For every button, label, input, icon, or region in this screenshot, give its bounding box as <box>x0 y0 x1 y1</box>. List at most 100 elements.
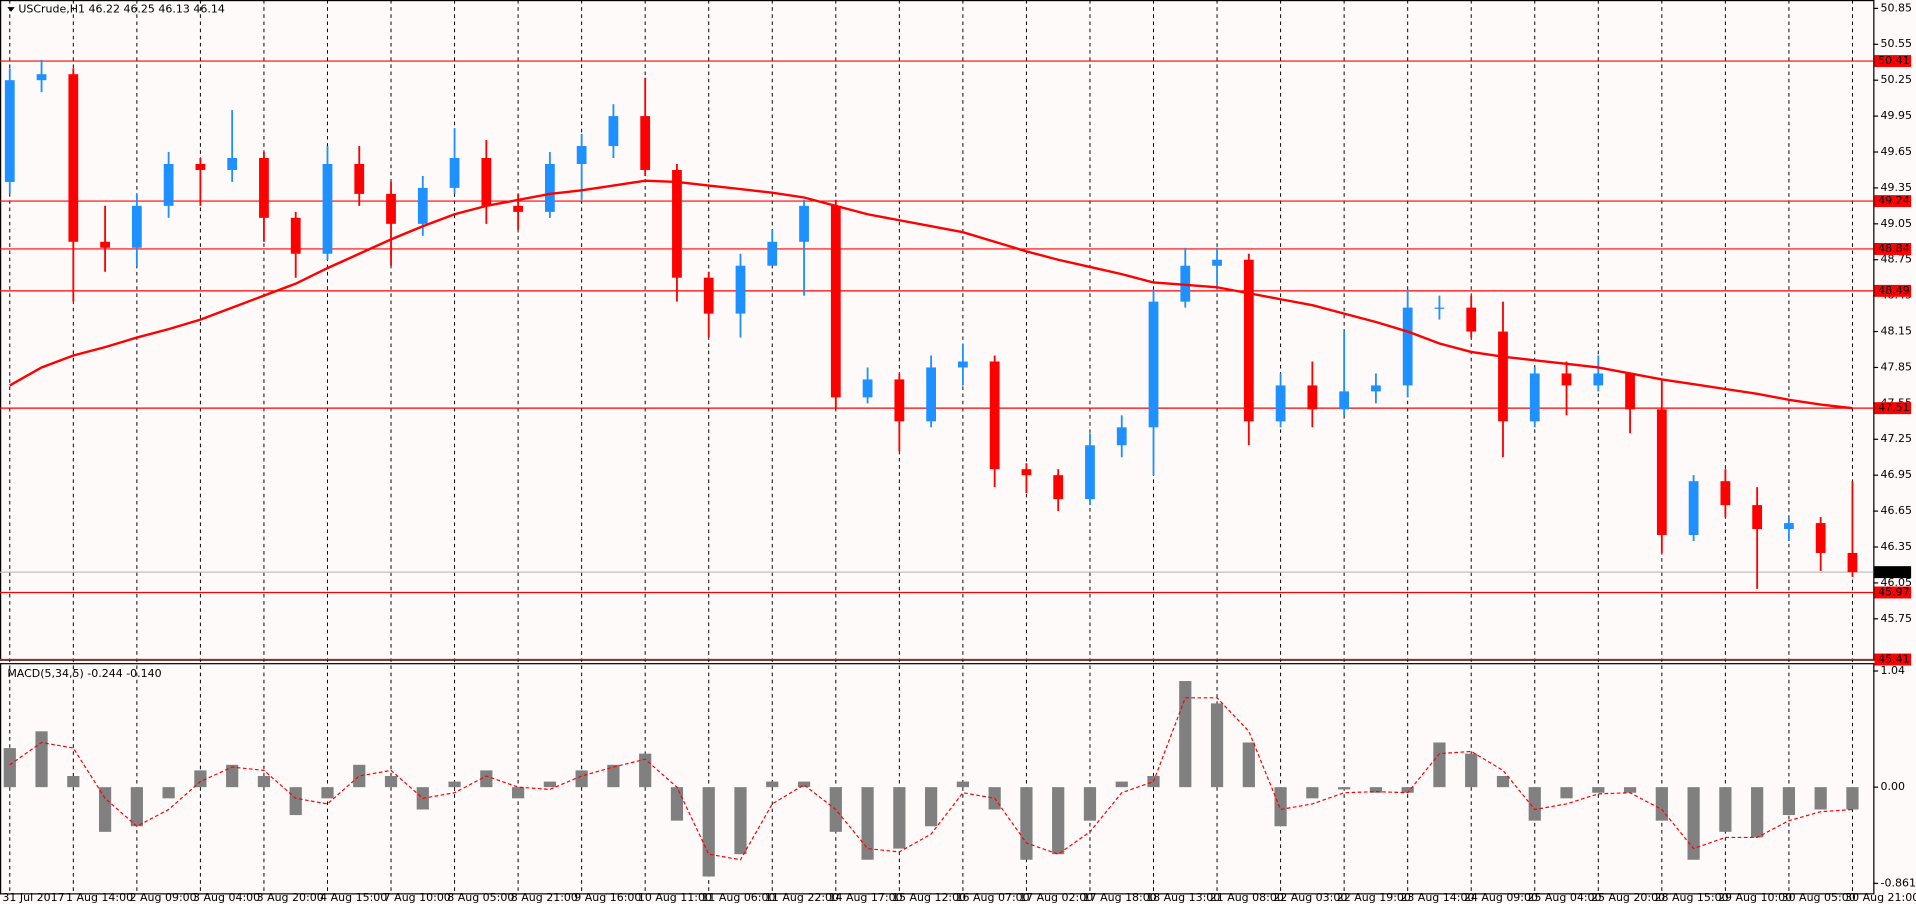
candle-body <box>799 205 809 242</box>
candle-body <box>767 241 778 266</box>
macd-bar <box>67 775 80 788</box>
candle-body <box>544 163 555 212</box>
candle-body <box>163 163 174 206</box>
candle-body <box>1275 385 1286 422</box>
candle-body <box>36 74 47 81</box>
candle-body <box>1148 301 1159 428</box>
x-tick-label: 11 Aug 22:00 <box>765 891 839 904</box>
macd-bar <box>1306 787 1319 799</box>
macd-bar <box>1210 703 1224 788</box>
x-tick-label: 3 Aug 20:00 <box>257 891 324 904</box>
y-tick-label: 47.25 <box>1881 432 1912 445</box>
macd-bar <box>289 787 302 816</box>
macd-bar <box>797 781 811 788</box>
macd-bar <box>1369 787 1383 793</box>
x-tick-label: 16 Aug 07:00 <box>956 891 1030 904</box>
candle-body <box>481 157 492 206</box>
candle-body <box>1339 391 1350 410</box>
macd-bar <box>1465 753 1478 788</box>
macd-bar <box>35 731 48 788</box>
candle-body <box>1498 331 1508 422</box>
y-tick-label: -0.861 <box>1881 876 1916 889</box>
candle-body <box>1180 265 1191 302</box>
candle-body <box>576 146 587 164</box>
candle-body <box>100 241 110 248</box>
macd-bar <box>1751 787 1764 838</box>
title-arrow <box>7 7 15 12</box>
candle-body <box>1656 409 1667 536</box>
candle-body <box>1815 523 1826 553</box>
macd-bar <box>480 770 493 788</box>
level-label-box <box>1874 195 1912 208</box>
macd-bar <box>1115 781 1128 788</box>
candle-body <box>1212 259 1222 266</box>
macd-bar <box>448 781 461 788</box>
macd-bar <box>1655 787 1668 821</box>
macd-bar <box>1528 787 1541 821</box>
candle-body <box>989 361 1000 470</box>
y-tick-label: 48.15 <box>1881 325 1912 338</box>
candle-body <box>322 163 333 254</box>
x-tick-label: 15 Aug 12:00 <box>892 891 966 904</box>
x-tick-label: 23 Aug 14:00 <box>1400 891 1474 904</box>
candle-body <box>259 157 269 218</box>
macd-signal <box>9 697 1853 861</box>
macd-bar <box>384 775 398 788</box>
candle-body <box>672 169 682 278</box>
macd-bar <box>1814 787 1827 810</box>
candle-body <box>1752 505 1763 530</box>
x-tick-label: 8 Aug 05:00 <box>447 891 514 904</box>
candle-body <box>1720 481 1731 506</box>
macd-frame <box>0 663 1875 895</box>
candle-body <box>735 265 746 314</box>
x-tick-label: 25 Aug 20:00 <box>1591 891 1665 904</box>
candle-body <box>958 361 968 368</box>
chart-title: USCrude,H1 46.22 46.25 46.13 46.14 <box>18 3 225 16</box>
candle-body <box>290 217 301 254</box>
y-tick-label: 49.95 <box>1881 109 1912 122</box>
macd-bar <box>1020 787 1033 860</box>
level-label-box <box>1874 243 1912 255</box>
moving-average <box>9 179 1853 410</box>
candle-body <box>608 116 619 147</box>
candle-body <box>1402 307 1413 386</box>
x-tick-label: 18 Aug 13:00 <box>1146 891 1220 904</box>
candle-body <box>1053 475 1064 500</box>
level-label: 47.51 <box>1878 401 1909 414</box>
x-tick-label: 17 Aug 02:00 <box>1019 891 1093 904</box>
candle-body <box>4 80 15 182</box>
candle-body <box>195 163 206 170</box>
macd-bar <box>1052 787 1065 855</box>
x-tick-label: 10 Aug 11:00 <box>638 891 712 904</box>
x-tick-label: 11 Aug 06:00 <box>701 891 775 904</box>
macd-bar <box>226 764 239 788</box>
x-tick-label: 9 Aug 16:00 <box>574 891 641 904</box>
macd-bar <box>98 787 112 832</box>
candle-body <box>862 379 873 398</box>
macd-bar <box>1623 787 1637 793</box>
candle-body <box>894 379 905 422</box>
x-tick-label: 4 Aug 15:00 <box>320 891 387 904</box>
candle-body <box>68 74 79 242</box>
candle-body <box>926 367 937 422</box>
candle-body <box>417 187 428 224</box>
macd-title: MACD(5,34,5) -0.244 -0.140 <box>7 667 161 680</box>
candle-body <box>1085 445 1095 500</box>
macd-bar <box>734 787 747 855</box>
level-label-box <box>1874 653 1912 666</box>
y-tick-label: 1.04 <box>1881 664 1906 677</box>
x-tick-label: 8 Aug 21:00 <box>511 891 578 904</box>
y-tick-label: 47.85 <box>1881 361 1912 374</box>
macd-bar <box>162 787 175 799</box>
x-tick-label: 7 Aug 10:00 <box>384 891 451 904</box>
x-tick-label: 25 Aug 04:00 <box>1527 891 1601 904</box>
macd-bar <box>1338 787 1351 790</box>
x-tick-label: 29 Aug 10:00 <box>1718 891 1792 904</box>
x-tick-label: 3 Aug 04:00 <box>193 891 260 904</box>
x-tick-label: 28 Aug 15:00 <box>1655 891 1729 904</box>
macd-bar <box>1496 775 1510 788</box>
candle-body <box>1593 373 1604 386</box>
x-tick-label: 22 Aug 03:00 <box>1273 891 1347 904</box>
macd-bar <box>702 787 715 877</box>
